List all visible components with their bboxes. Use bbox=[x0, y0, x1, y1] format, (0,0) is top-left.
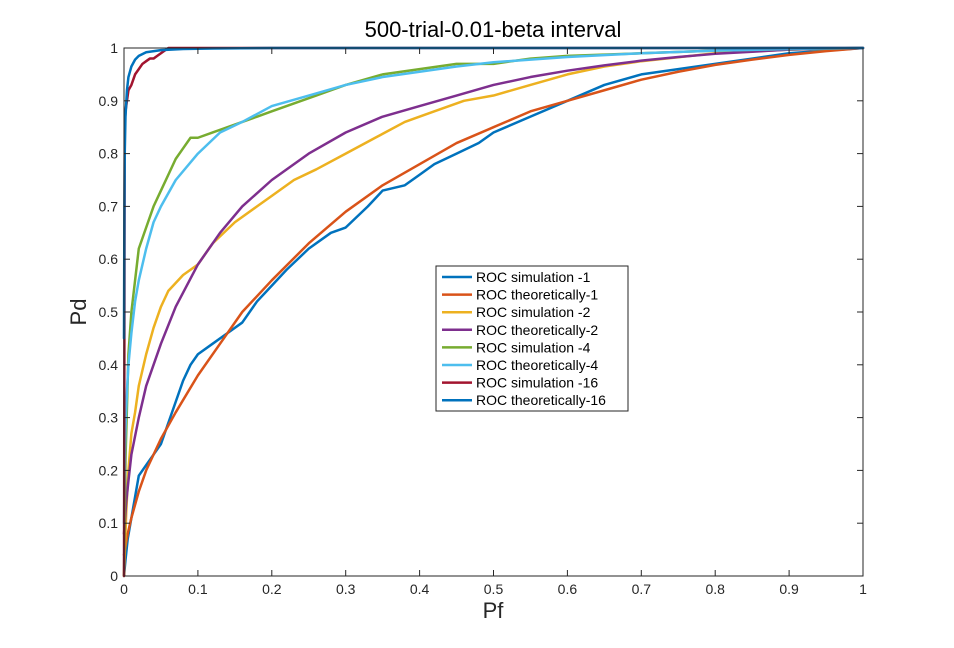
x-tick-label: 0.9 bbox=[779, 581, 799, 597]
legend-label-6: ROC theoretically-4 bbox=[476, 357, 598, 373]
legend-label-1: ROC simulation -1 bbox=[476, 269, 591, 285]
chart-title: 500-trial-0.01-beta interval bbox=[365, 17, 622, 42]
x-tick-label: 0 bbox=[120, 581, 128, 597]
x-tick-label: 0.8 bbox=[705, 581, 725, 597]
x-tick-label: 0.7 bbox=[632, 581, 652, 597]
y-tick-label: 0.3 bbox=[99, 410, 119, 426]
x-tick-label: 0.4 bbox=[410, 581, 430, 597]
y-tick-label: 0.2 bbox=[99, 462, 119, 478]
legend-label-2: ROC theoretically-1 bbox=[476, 287, 598, 303]
y-tick-label: 0.1 bbox=[99, 515, 119, 531]
y-tick-label: 0 bbox=[110, 568, 118, 584]
legend-label-4: ROC theoretically-2 bbox=[476, 322, 598, 338]
y-axis-label: Pd bbox=[66, 299, 91, 326]
y-tick-label: 0.5 bbox=[99, 304, 119, 320]
y-tick-label: 0.4 bbox=[99, 357, 119, 373]
legend-box bbox=[435, 265, 629, 412]
y-axis-ticks: 0 0.1 0.2 0.3 0.4 0.5 0.6 0.7 0.8 0.9 1 bbox=[99, 40, 863, 584]
y-tick-label: 0.6 bbox=[99, 251, 119, 267]
x-tick-label: 1 bbox=[859, 581, 867, 597]
y-tick-label: 0.9 bbox=[99, 93, 119, 109]
x-tick-label: 0.3 bbox=[336, 581, 356, 597]
legend-label-5: ROC simulation -4 bbox=[476, 339, 591, 355]
legend-label-3: ROC simulation -2 bbox=[476, 304, 591, 320]
x-tick-label: 0.2 bbox=[262, 581, 282, 597]
y-tick-label: 0.8 bbox=[99, 146, 119, 162]
legend-label-8: ROC theoretically-16 bbox=[476, 392, 606, 408]
x-tick-label: 0.5 bbox=[484, 581, 504, 597]
x-tick-label: 0.6 bbox=[558, 581, 578, 597]
x-tick-label: 0.1 bbox=[188, 581, 208, 597]
x-axis-ticks: 0 0.1 0.2 0.3 0.4 0.5 0.6 0.7 0.8 0.9 1 bbox=[120, 48, 867, 597]
series-line-3 bbox=[122, 46, 865, 578]
y-tick-label: 1 bbox=[110, 40, 118, 56]
series-line-6 bbox=[122, 46, 865, 525]
series-line-4 bbox=[122, 46, 865, 536]
series-line-2 bbox=[122, 46, 865, 557]
y-tick-label: 0.7 bbox=[99, 198, 119, 214]
x-axis-label: Pf bbox=[483, 598, 505, 623]
legend-label-7: ROC simulation -16 bbox=[476, 375, 598, 391]
